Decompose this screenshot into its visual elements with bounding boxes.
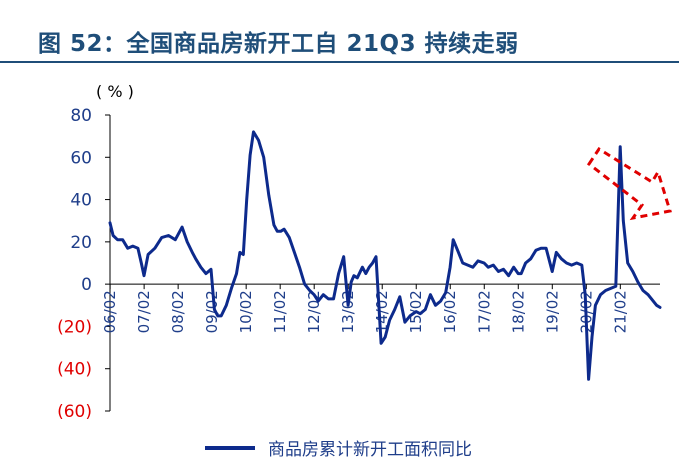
y-tick-label: 60 (70, 148, 92, 168)
legend-label: 商品房累计新开工面积同比 (268, 440, 472, 460)
y-tick-label: 40 (70, 191, 92, 211)
y-axis: 80 60 40 20 0 (20) (40) (60) (57, 106, 111, 422)
trend-arrow-annotation (586, 146, 672, 221)
y-tick-label: (20) (57, 317, 92, 337)
y-tick-label: (60) (57, 402, 92, 422)
x-tick-label: 21/02 (611, 290, 629, 333)
line-chart: ( % ) 80 60 40 20 0 (20) (40) (60) 06/02 07/02 08… (57, 82, 672, 460)
y-tick-label: 20 (70, 233, 92, 253)
x-tick-label: 11/02 (271, 290, 289, 333)
y-tick-label: 80 (70, 106, 92, 126)
x-tick-label: 07/02 (135, 290, 153, 333)
x-axis: 06/02 07/02 08/02 09/02 10/02 11/02 12/02 13/02… (101, 283, 660, 333)
x-tick-label: 09/02 (203, 290, 221, 333)
x-tick-label: 13/02 (339, 290, 357, 333)
legend: 商品房累计新开工面积同比 (205, 440, 472, 460)
x-tick-label: 10/02 (237, 290, 255, 333)
y-tick-label: 0 (81, 275, 92, 295)
downward-arrow-shape (586, 146, 672, 221)
x-tick-label: 08/02 (169, 290, 187, 333)
title-underline (0, 61, 679, 63)
y-unit-label: ( % ) (96, 82, 134, 101)
series-line (108, 130, 662, 381)
x-tick-label: 19/02 (543, 290, 561, 333)
x-tick-label: 17/02 (475, 290, 493, 333)
y-tick-label: (40) (57, 360, 92, 380)
x-tick-label: 06/02 (101, 290, 119, 333)
x-tick-label: 16/02 (441, 290, 459, 333)
x-tick-label: 18/02 (509, 290, 527, 333)
figure-title: 图 52：全国商品房新开工自 21Q3 持续走弱 (38, 31, 519, 57)
plot-area (108, 130, 662, 381)
